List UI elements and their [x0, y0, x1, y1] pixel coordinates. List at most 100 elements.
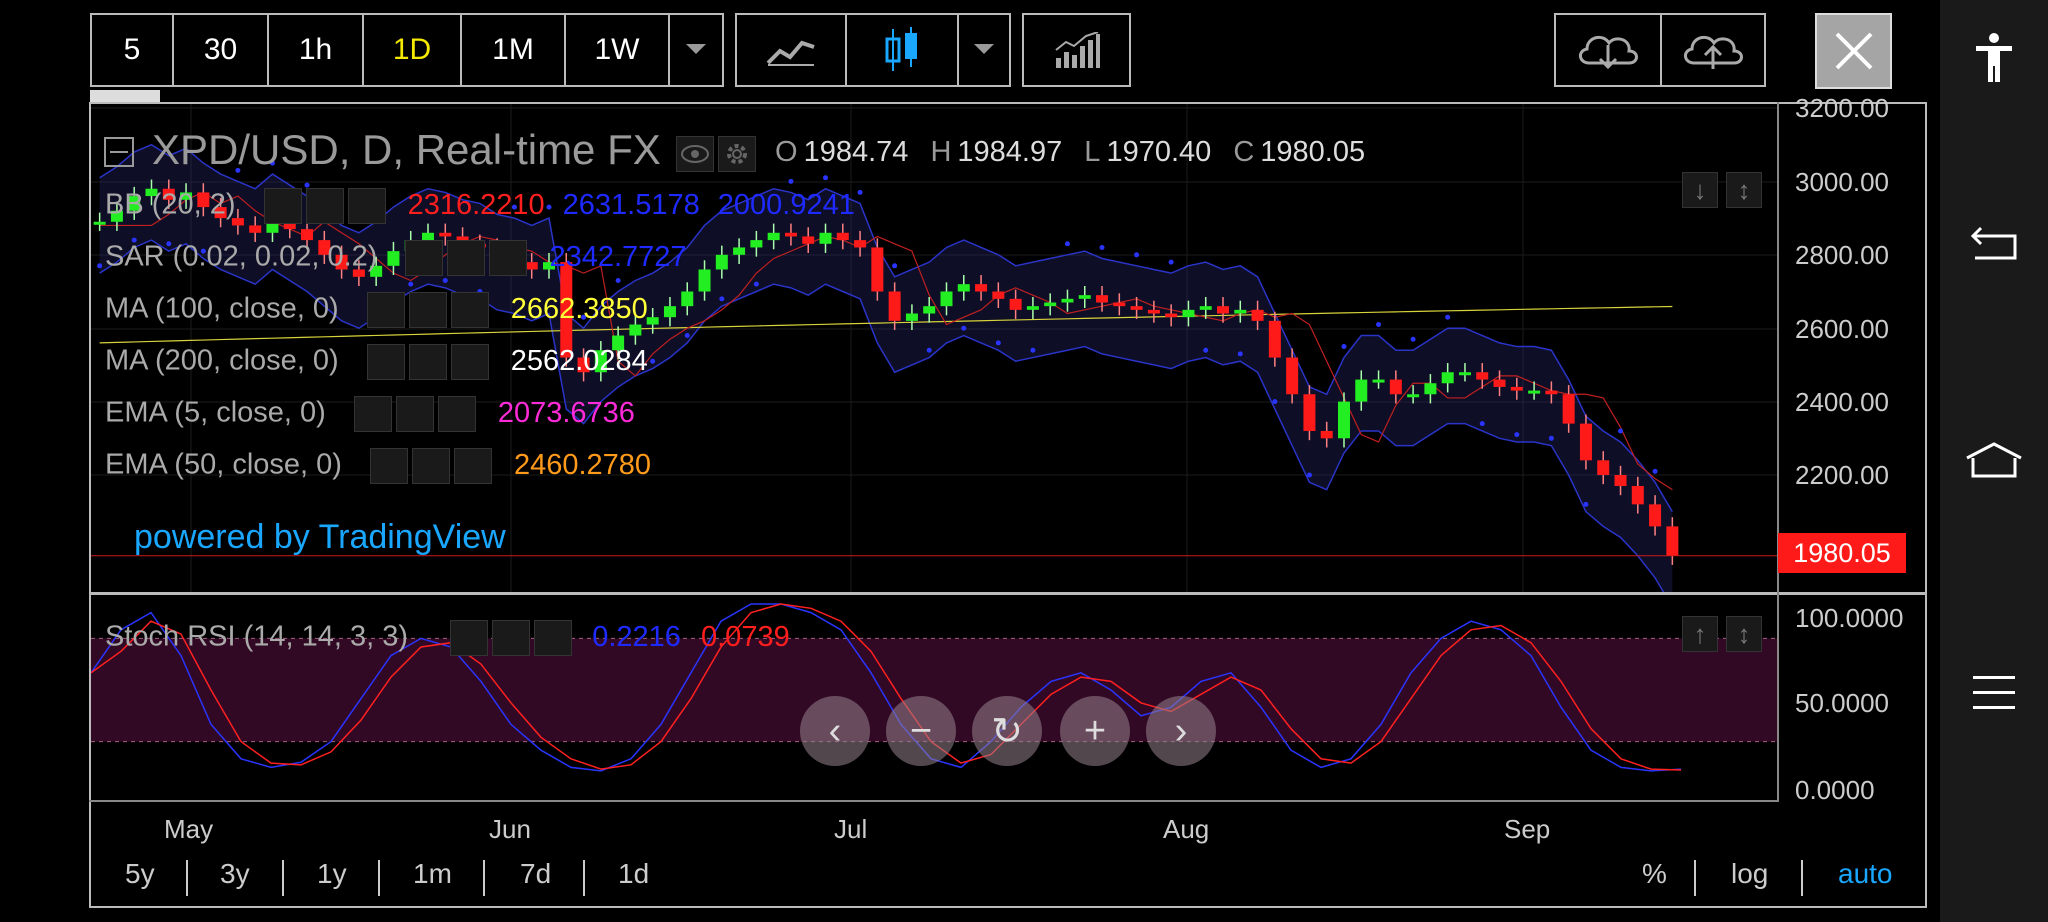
sar-dot — [892, 263, 898, 269]
close-icon[interactable] — [450, 344, 489, 380]
range-5y-button[interactable]: 5y — [125, 858, 155, 889]
candle-body — [905, 313, 918, 321]
candle-body — [1597, 460, 1610, 475]
indicator-name: MA (100, close, 0) — [105, 292, 339, 325]
ema-line — [99, 191, 1673, 491]
candlestick-chart-button[interactable] — [847, 15, 959, 85]
osc-maximize-button[interactable]: ↕ — [1726, 616, 1762, 652]
eye-icon[interactable] — [366, 292, 405, 328]
indicator-name: EMA (5, close, 0) — [105, 396, 326, 429]
candle-body — [1337, 401, 1350, 439]
scroll-indicator[interactable] — [90, 90, 160, 102]
hamburger-menu-icon — [1973, 676, 2015, 709]
candle-body — [888, 291, 901, 321]
sar-dot — [581, 314, 587, 320]
interval-1h-button[interactable]: 1h — [269, 15, 364, 85]
tradingview-watermark[interactable]: powered by TradingView — [134, 518, 506, 556]
gear-icon[interactable] — [447, 240, 486, 276]
price-axis-divider — [1777, 102, 1779, 802]
gear-icon[interactable] — [408, 344, 447, 380]
back-button[interactable] — [1940, 202, 2048, 282]
range-1y-button[interactable]: 1y — [317, 858, 347, 889]
osc-move-up-button[interactable]: ↑ — [1682, 616, 1718, 652]
menu-button[interactable] — [1940, 652, 2048, 732]
eye-icon[interactable] — [450, 620, 489, 656]
sar-dot — [131, 237, 137, 243]
candle-body — [197, 192, 210, 208]
indicators-button[interactable] — [1024, 15, 1129, 85]
chart-type-dropdown-button[interactable] — [959, 15, 1009, 85]
candle-body — [715, 254, 728, 270]
title-settings-button[interactable] — [718, 136, 756, 172]
log-scale-button[interactable]: log — [1731, 858, 1769, 889]
candle-body — [698, 269, 711, 292]
bollinger-upper — [99, 143, 1674, 513]
eye-icon[interactable] — [366, 344, 405, 380]
close-icon[interactable] — [437, 396, 476, 432]
eye-icon[interactable] — [353, 396, 392, 432]
candle-body — [1372, 379, 1385, 383]
candle-body — [1044, 302, 1057, 307]
title-eye-button[interactable] — [676, 136, 714, 172]
sar-dot — [1237, 351, 1243, 357]
interval-1w-button[interactable]: 1W — [566, 15, 670, 85]
range-1m-button[interactable]: 1m — [413, 858, 452, 889]
interval-1d-button[interactable]: 1D — [364, 15, 462, 85]
sar-dot — [1306, 472, 1312, 478]
candle-body — [871, 247, 884, 292]
interval-5-button[interactable]: 5 — [92, 15, 174, 85]
scroll-right-button[interactable]: › — [1146, 696, 1216, 766]
gear-icon[interactable] — [408, 292, 447, 328]
close-icon[interactable] — [450, 292, 489, 328]
zoom-in-button[interactable]: + — [1060, 696, 1130, 766]
cloud-download-button[interactable] — [1556, 15, 1662, 85]
candle-body — [1147, 309, 1160, 314]
gear-icon[interactable] — [492, 620, 531, 656]
collapse-legend-button[interactable] — [104, 137, 134, 167]
close-icon[interactable] — [453, 448, 492, 484]
home-button[interactable] — [1940, 420, 2048, 500]
close-button[interactable] — [1815, 13, 1892, 89]
interval-dropdown-button[interactable] — [670, 15, 722, 85]
gear-icon[interactable] — [411, 448, 450, 484]
eye-icon — [681, 145, 709, 163]
candle-body — [1614, 475, 1627, 487]
sar-dot — [995, 340, 1001, 346]
scroll-left-button[interactable]: ‹ — [800, 696, 870, 766]
reset-button[interactable]: ↻ — [972, 696, 1042, 766]
interval-30-button[interactable]: 30 — [174, 15, 269, 85]
zoom-out-button[interactable]: − — [886, 696, 956, 766]
close-icon[interactable] — [534, 620, 573, 656]
candle-body — [1286, 357, 1299, 395]
eye-icon[interactable] — [405, 240, 444, 276]
candlestick-icon — [885, 27, 917, 71]
sar-dot — [1445, 314, 1451, 320]
pane-maximize-button[interactable]: ↕ — [1726, 172, 1762, 208]
candle-body — [594, 350, 607, 373]
eye-icon[interactable] — [263, 188, 302, 224]
gear-icon[interactable] — [305, 188, 344, 224]
auto-scale-button[interactable]: auto — [1838, 858, 1893, 889]
pane-move-down-button[interactable]: ↓ — [1682, 172, 1718, 208]
range-1d-button[interactable]: 1d — [618, 858, 650, 889]
price-axis-label: 3000.00 — [1795, 167, 1889, 197]
sar-dot — [97, 263, 103, 269]
close-icon[interactable] — [347, 188, 386, 224]
gear-icon[interactable] — [395, 396, 434, 432]
range-7d-button[interactable]: 7d — [520, 858, 552, 889]
interval-1m-button[interactable]: 1M — [462, 15, 566, 85]
close-icon[interactable] — [489, 240, 528, 276]
line-chart-button[interactable] — [737, 15, 847, 85]
accessibility-button[interactable] — [1940, 18, 2048, 98]
candle-body — [1424, 383, 1437, 395]
candle-body — [162, 188, 175, 200]
eye-icon[interactable] — [369, 448, 408, 484]
cloud-upload-button[interactable] — [1662, 15, 1764, 85]
cloud-upload-icon — [1684, 35, 1743, 69]
range-separator — [282, 860, 284, 896]
indicator-name: EMA (50, close, 0) — [105, 448, 342, 481]
candle-body — [110, 210, 123, 222]
range-3y-button[interactable]: 3y — [220, 858, 250, 889]
percent-scale-button[interactable]: % — [1642, 858, 1667, 889]
sar-dot — [1134, 252, 1140, 258]
